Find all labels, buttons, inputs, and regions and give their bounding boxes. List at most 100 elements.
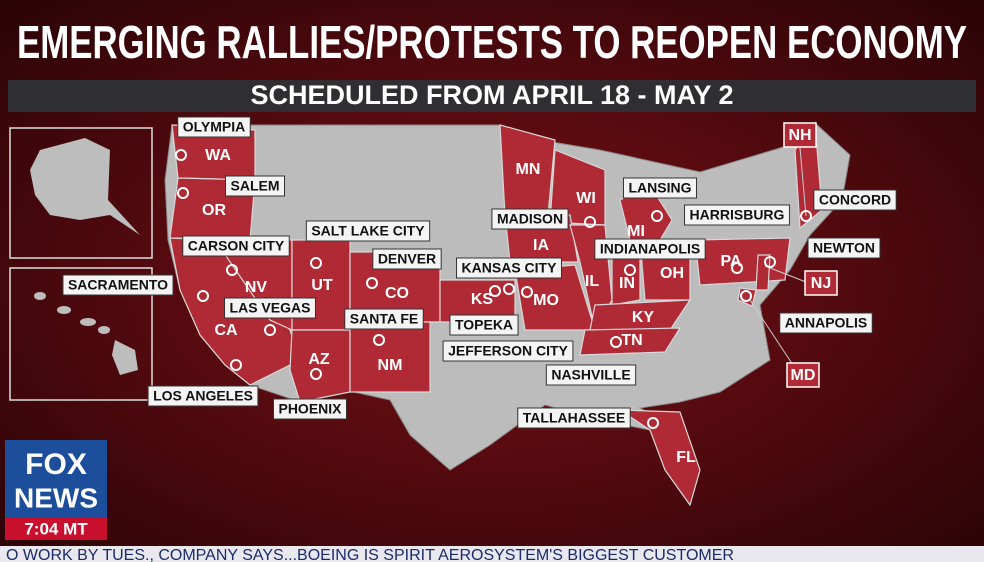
city-label-box <box>225 175 285 197</box>
city-label: KANSAS CITY <box>462 260 558 276</box>
city-marker <box>230 359 242 371</box>
city-marker <box>764 256 776 268</box>
time: 7:04 MT <box>24 519 88 538</box>
city-label-box <box>372 248 442 270</box>
city-marker <box>800 210 812 222</box>
callout-lines <box>749 147 807 369</box>
city-label: CONCORD <box>819 192 891 208</box>
city-label: SALT LAKE CITY <box>311 223 425 239</box>
state-label: IN <box>619 275 635 292</box>
state-label: IA <box>533 237 549 254</box>
alaska-inset <box>9 127 153 259</box>
state-label: CA <box>214 322 238 339</box>
city-marker <box>503 283 515 295</box>
city-label: LOS ANGELES <box>153 388 253 404</box>
state-label: PA <box>720 253 741 270</box>
city-marker <box>177 187 189 199</box>
city-marker <box>624 264 636 276</box>
city-marker <box>175 149 187 161</box>
hawaii <box>34 292 138 375</box>
subtitle: SCHEDULED FROM APRIL 18 - MAY 2 <box>250 80 733 110</box>
city-label-box <box>344 308 424 330</box>
city-label-box <box>813 189 897 211</box>
logo-news: NEWS <box>14 482 98 513</box>
state-label: NM <box>378 357 403 374</box>
city-label: JEFFERSON CITY <box>448 343 568 359</box>
state-label: TN <box>621 332 642 349</box>
logo-fox: FOX <box>25 448 87 481</box>
ticker-bar <box>0 546 984 562</box>
city-label-box <box>449 314 519 336</box>
callout-label: NH <box>788 127 811 144</box>
city-marker <box>310 368 322 380</box>
city-marker <box>521 286 533 298</box>
city-marker <box>310 257 322 269</box>
city-label: INDIANAPOLIS <box>600 241 700 257</box>
state-label: WA <box>205 147 231 164</box>
city-marker <box>226 264 238 276</box>
city-marker <box>373 334 385 346</box>
city-label: LANSING <box>629 180 692 196</box>
ticker: O WORK BY TUES., COMPANY SAYS...BOEING I… <box>6 547 734 562</box>
state-label: AZ <box>308 351 330 368</box>
city-label-box <box>594 238 706 260</box>
city-marker <box>366 277 378 289</box>
callout-label: NJ <box>811 275 831 292</box>
city-marker <box>740 290 752 302</box>
state-label: FL <box>676 449 696 466</box>
city-label-box <box>305 220 431 242</box>
city-label: SANTA FE <box>350 311 418 327</box>
subtitle-bar <box>8 80 976 112</box>
callout-box <box>783 122 817 148</box>
city-marker <box>647 417 659 429</box>
city-label-box <box>623 177 697 199</box>
city-label: ANNAPOLIS <box>785 315 867 331</box>
city-marker <box>584 216 596 228</box>
state-label: MI <box>627 223 645 240</box>
state-label: OH <box>660 265 684 282</box>
state-label: OR <box>202 202 226 219</box>
city-label-box <box>272 398 348 420</box>
callout-box <box>786 362 820 388</box>
time-box <box>5 518 107 540</box>
city-label: OLYMPIA <box>183 119 246 135</box>
city-label: TALLAHASSEE <box>523 410 625 426</box>
city-label: DENVER <box>378 251 436 267</box>
city-label-box <box>684 204 790 226</box>
city-label-box <box>491 208 569 230</box>
city-label-box <box>517 407 631 429</box>
city-label: NASHVILLE <box>551 367 630 383</box>
city-marker <box>731 262 743 274</box>
city-label: PHOENIX <box>278 401 342 417</box>
city-marker <box>651 210 663 222</box>
city-label-box <box>456 257 562 279</box>
state-label: NV <box>245 279 268 296</box>
state-label: KY <box>632 309 655 326</box>
callout-box <box>804 270 838 296</box>
city-label-box <box>807 237 881 259</box>
state-label: CO <box>385 285 409 302</box>
city-marker <box>610 336 622 348</box>
city-marker <box>489 285 501 297</box>
state-label: MO <box>533 292 559 309</box>
state-label: IL <box>585 273 599 290</box>
city-label-box <box>62 274 174 296</box>
city-label-box <box>224 297 316 319</box>
city-label: SACRAMENTO <box>68 277 168 293</box>
city-label: NEWTON <box>813 240 875 256</box>
city-label: LAS VEGAS <box>230 300 311 316</box>
state-label: UT <box>311 277 333 294</box>
alaska <box>30 138 140 235</box>
city-label: TOPEKA <box>455 317 513 333</box>
city-marker <box>197 290 209 302</box>
state-label: KS <box>471 291 494 308</box>
callout-label: MD <box>791 367 816 384</box>
city-label: CARSON CITY <box>188 238 285 254</box>
city-label: HARRISBURG <box>690 207 785 223</box>
state-label: MN <box>516 161 541 178</box>
city-label: SALEM <box>231 178 280 194</box>
city-marker <box>264 324 276 336</box>
city-label: MADISON <box>497 211 563 227</box>
city-label-box <box>147 385 259 407</box>
